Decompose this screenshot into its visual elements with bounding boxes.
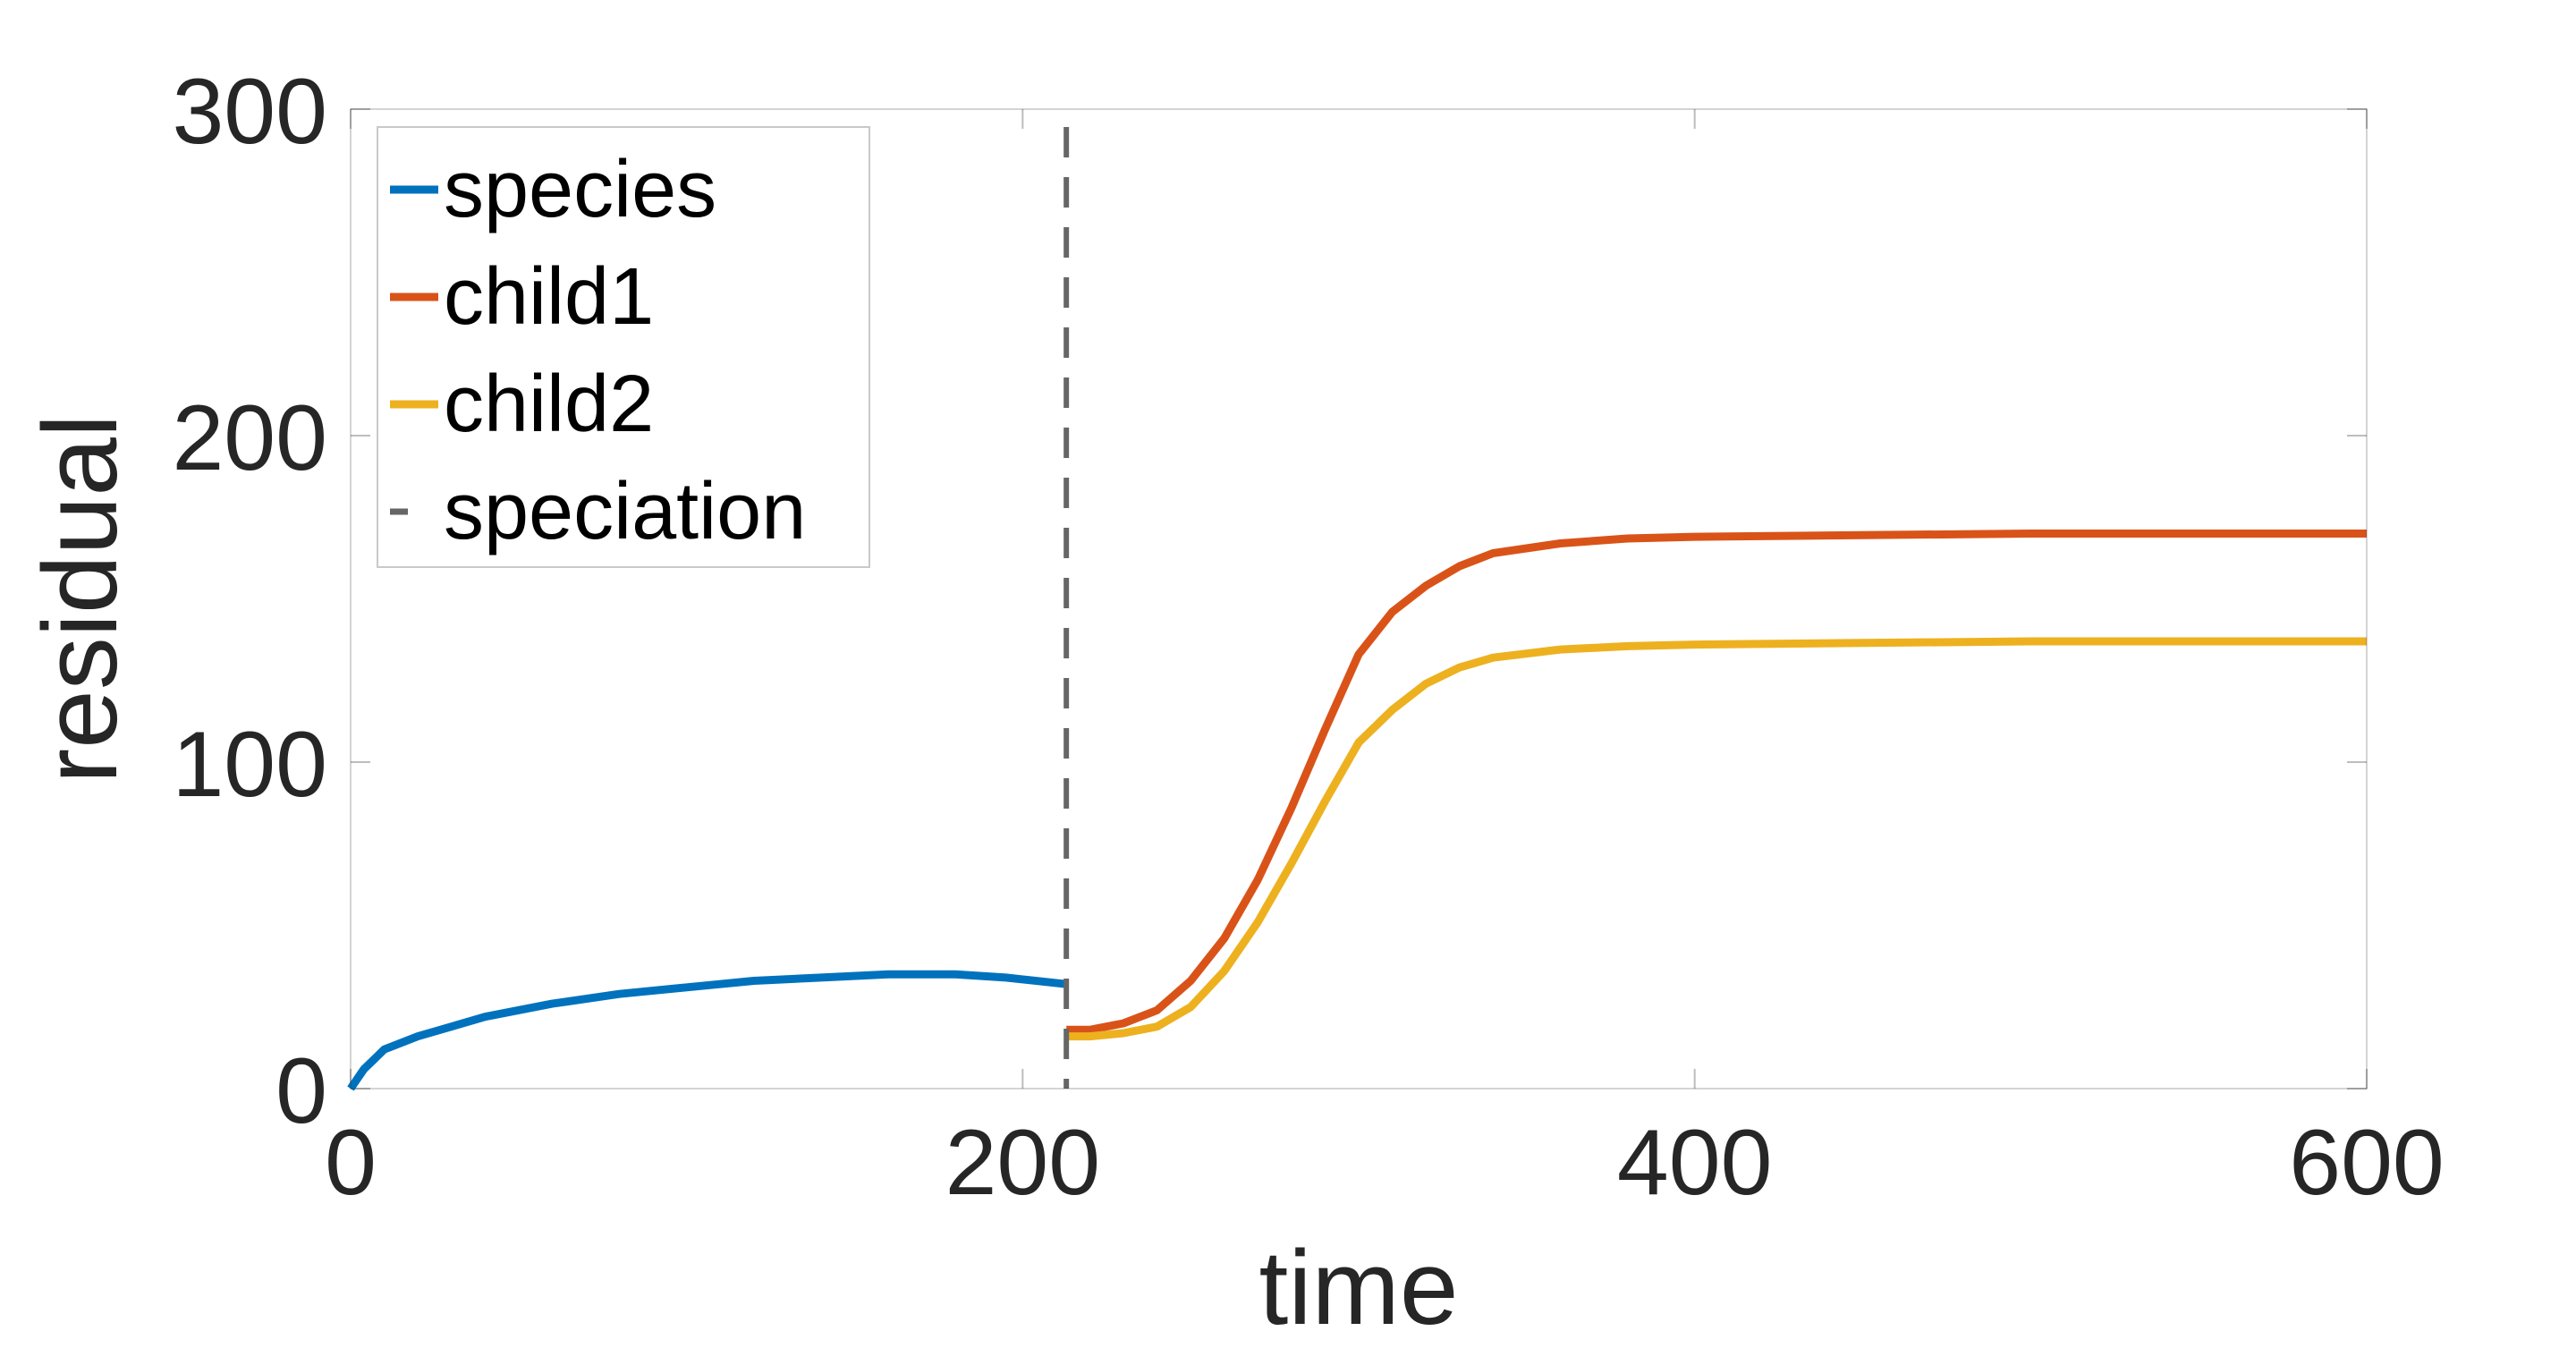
y-axis-title: residual	[21, 414, 140, 784]
legend-label-species: species	[444, 145, 716, 234]
x-tick-label: 400	[1617, 1111, 1773, 1215]
x-tick-label: 200	[945, 1111, 1101, 1215]
legend-label-child2: child2	[444, 360, 654, 449]
legend-label-speciation: speciation	[444, 467, 806, 556]
x-axis-title: time	[1259, 1229, 1459, 1347]
y-tick-label: 300	[172, 60, 327, 164]
legend: species child1 child2 speciation	[377, 127, 869, 567]
y-tick-label: 100	[172, 713, 327, 817]
x-tick-label: 0	[325, 1111, 377, 1215]
legend-label-child1: child1	[444, 252, 654, 342]
y-tick-label: 0	[275, 1039, 327, 1143]
x-tick-label: 600	[2289, 1111, 2445, 1215]
y-tick-label: 200	[172, 386, 327, 490]
